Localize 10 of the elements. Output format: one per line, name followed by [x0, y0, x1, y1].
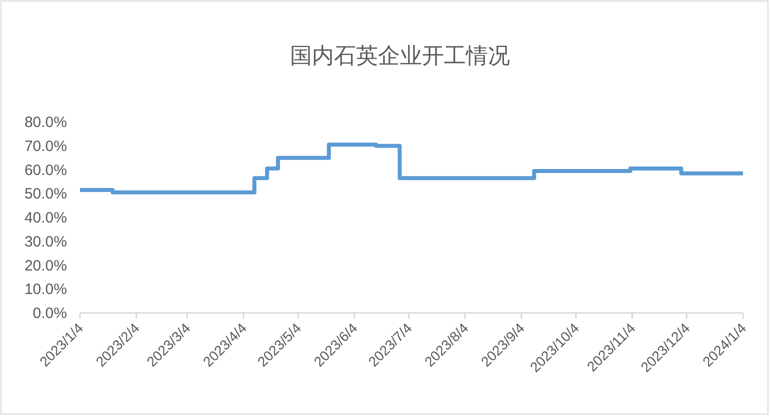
- y-tick-label: 80.0%: [24, 114, 67, 131]
- y-tick-label: 0.0%: [32, 305, 67, 322]
- chart-title: 国内石英企业开工情况: [290, 43, 510, 68]
- y-tick-label: 20.0%: [24, 257, 67, 274]
- y-tick-label: 10.0%: [24, 281, 67, 298]
- y-tick-label: 50.0%: [24, 186, 67, 203]
- y-tick-label: 70.0%: [24, 138, 67, 155]
- y-tick-label: 60.0%: [24, 162, 67, 179]
- y-tick-label: 40.0%: [24, 210, 67, 226]
- y-tick-label: 30.0%: [24, 233, 67, 250]
